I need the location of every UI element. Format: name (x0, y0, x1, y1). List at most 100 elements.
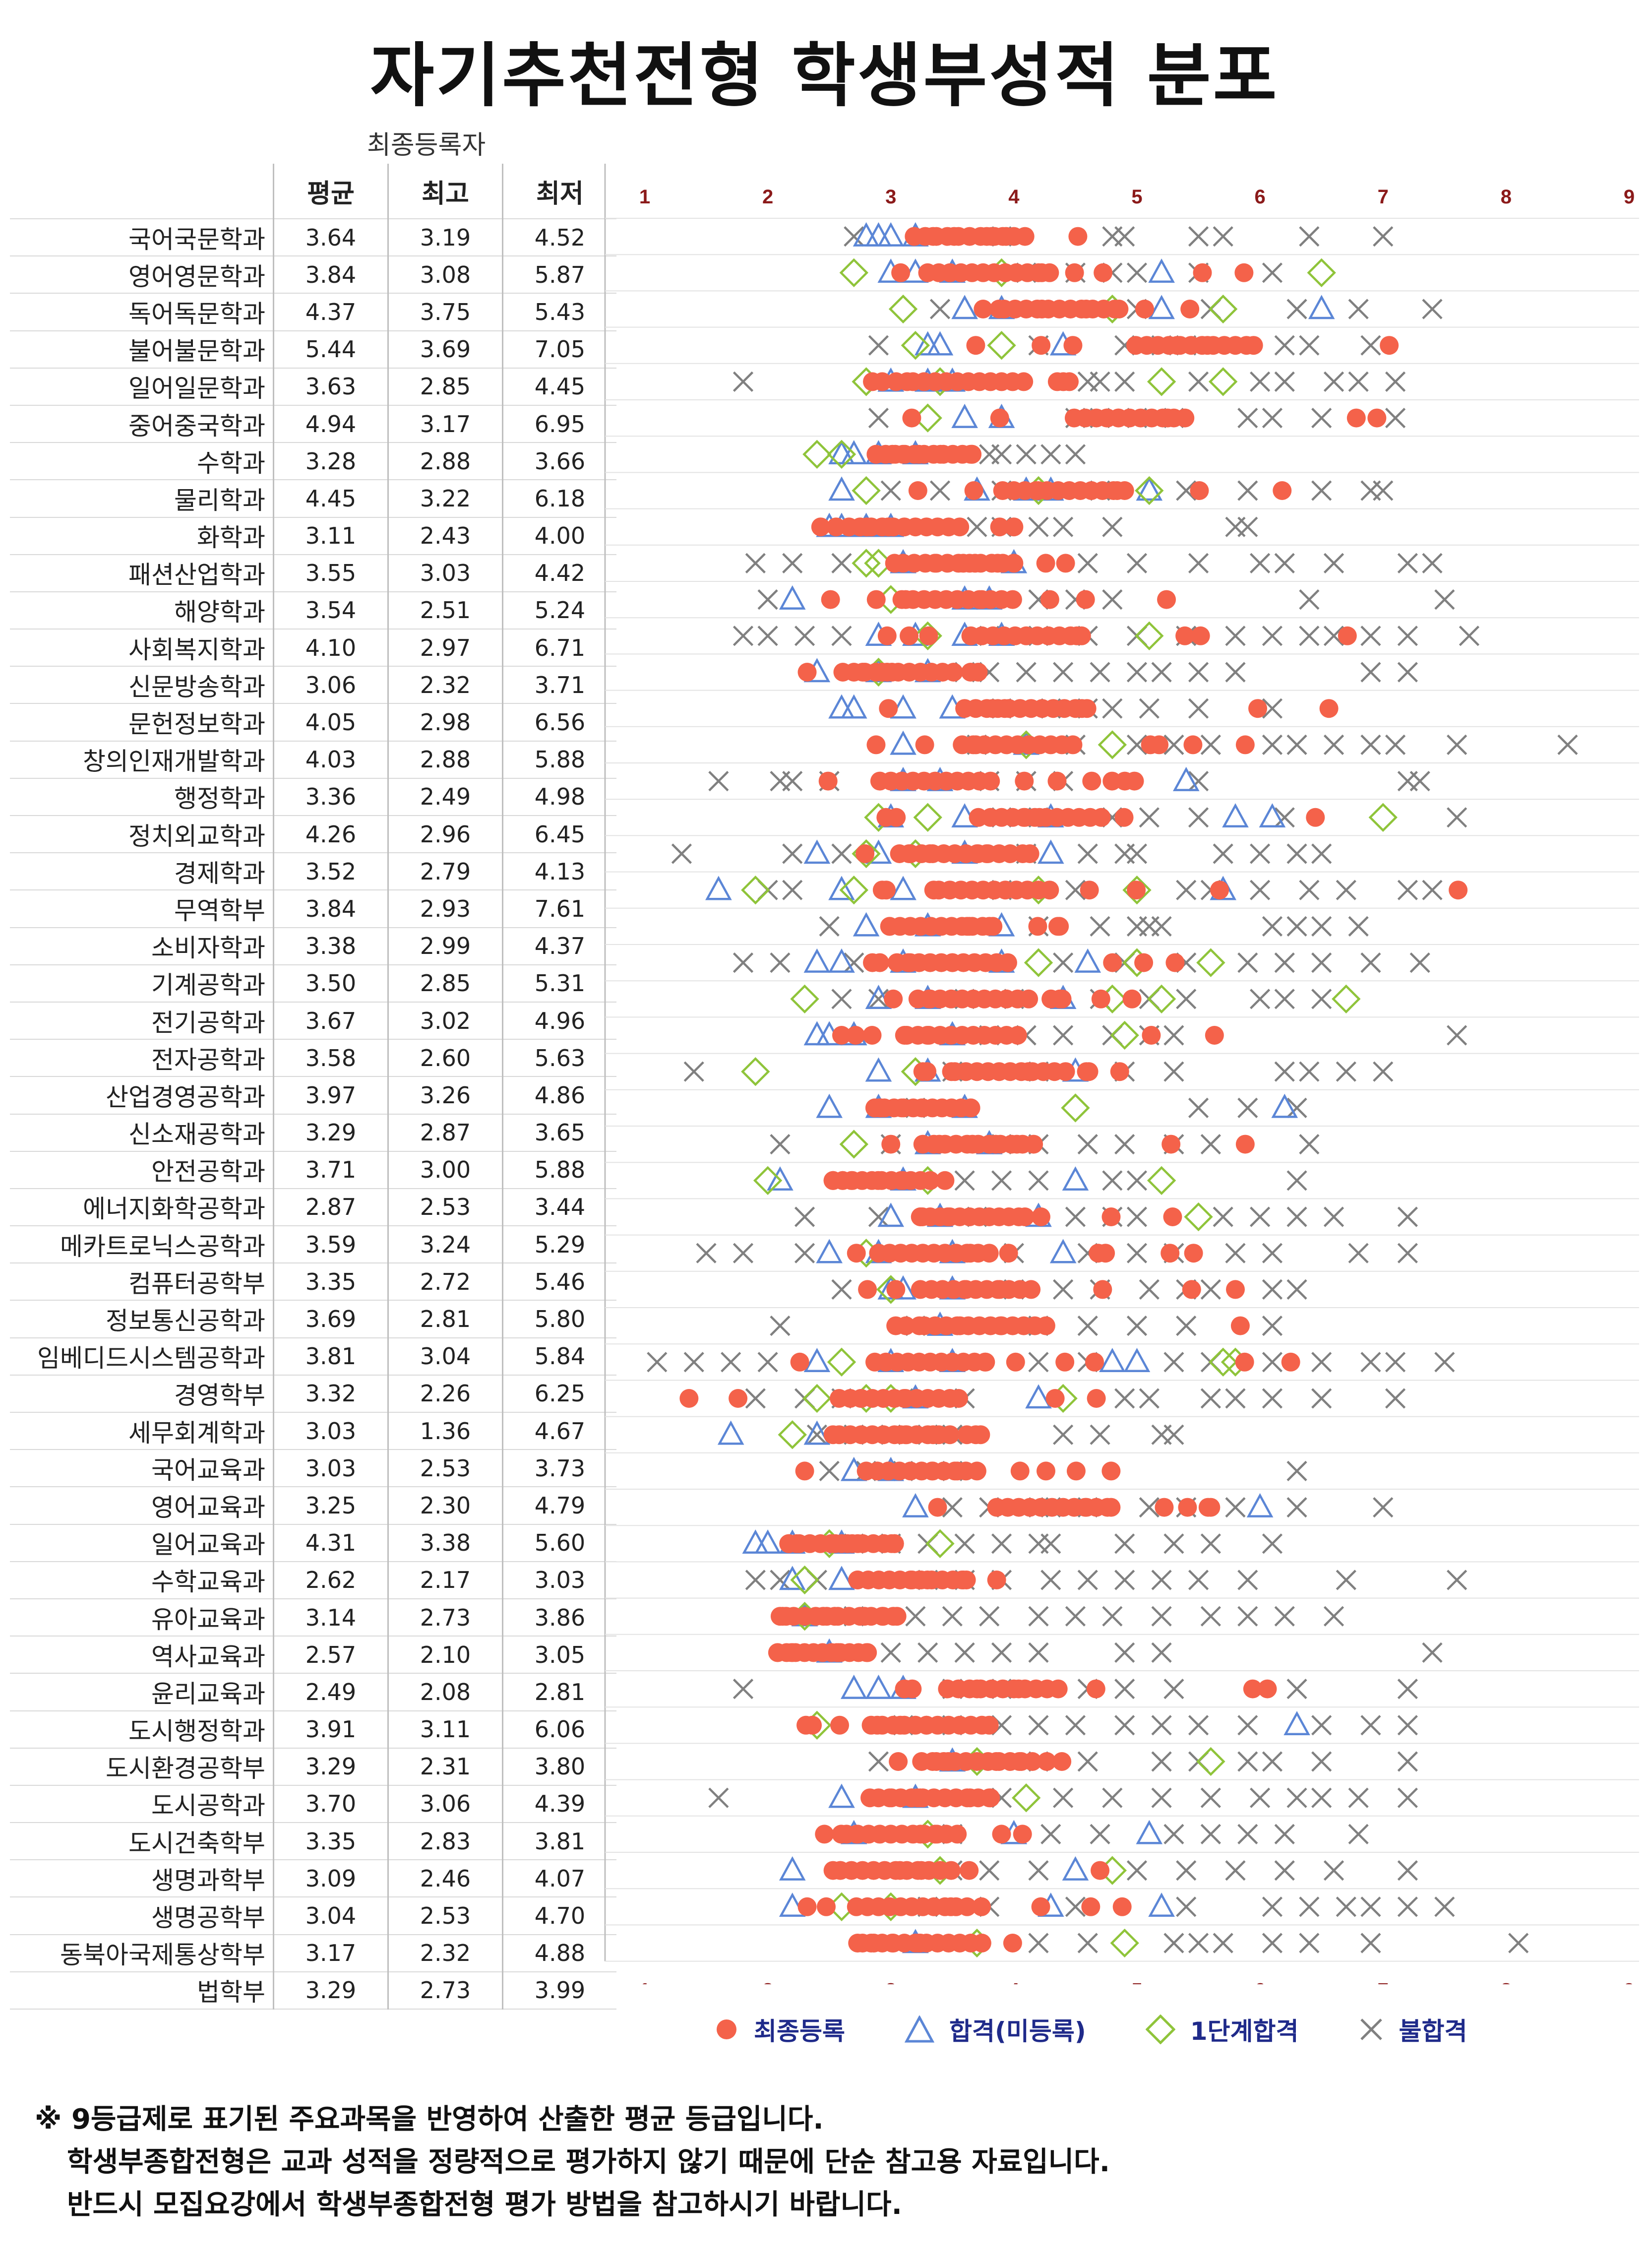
passed-marker (841, 694, 867, 719)
failed-marker (1176, 989, 1197, 1009)
min-value: 4.88 (502, 1934, 616, 1972)
max-value: 2.72 (387, 1262, 503, 1301)
failed-marker (770, 952, 791, 973)
final-marker (1054, 372, 1073, 391)
stage1-marker (1147, 1166, 1176, 1195)
stage1-marker (1024, 948, 1053, 977)
legend-passed-icon (905, 2016, 934, 2043)
failed-marker (1102, 1170, 1123, 1191)
final-marker (1235, 735, 1255, 755)
min-value: 6.18 (502, 479, 616, 517)
failed-marker (1188, 553, 1209, 573)
failed-marker (1237, 408, 1258, 429)
final-marker (1127, 881, 1146, 900)
final-marker (961, 444, 980, 464)
x-tick-label-bottom: 6 (1255, 1980, 1266, 1984)
table-row: 임베디드시스템공학과 3.81 3.04 5.84 (10, 1337, 616, 1375)
passed-marker (816, 1093, 843, 1118)
max-value: 3.03 (387, 554, 503, 592)
final-marker (881, 1134, 901, 1154)
failed-marker (1077, 1134, 1098, 1155)
final-marker (1097, 408, 1116, 428)
final-marker (925, 554, 945, 573)
dept-name: 경영학부 (10, 1374, 274, 1412)
failed-marker (1114, 1570, 1135, 1590)
failed-marker (1262, 1316, 1283, 1336)
final-marker (892, 1098, 912, 1118)
max-value: 2.88 (387, 740, 503, 778)
failed-marker (1114, 1134, 1135, 1155)
failed-marker (991, 1642, 1012, 1663)
final-marker (857, 517, 876, 537)
passed-marker (1271, 1093, 1298, 1118)
min-value: 4.37 (502, 927, 616, 965)
failed-marker (1360, 1352, 1381, 1373)
final-marker (1101, 1498, 1121, 1517)
dept-name: 신소재공학과 (10, 1113, 274, 1151)
failed-marker (1126, 262, 1148, 283)
failed-marker (1434, 1896, 1455, 1917)
max-value: 3.11 (387, 1710, 503, 1748)
failed-marker (782, 553, 803, 573)
failed-marker (1286, 299, 1307, 319)
stage1-marker (741, 876, 770, 905)
col-header-avg: 평균 (273, 164, 388, 219)
final-marker (972, 590, 991, 609)
max-value: 3.00 (387, 1150, 503, 1189)
failed-marker (782, 843, 803, 864)
final-marker (1063, 336, 1083, 355)
final-marker (1047, 771, 1067, 791)
legend-stage1-icon (1145, 2015, 1175, 2044)
final-marker (1032, 263, 1051, 282)
min-value: 3.99 (502, 1971, 616, 2010)
table-row: 윤리교육과 2.49 2.08 2.81 (10, 1673, 616, 1711)
legend-failed-icon (1360, 2018, 1382, 2040)
failed-marker (1385, 1388, 1406, 1409)
failed-marker (1090, 916, 1110, 937)
failed-marker (1090, 1824, 1110, 1844)
final-marker (1081, 1897, 1100, 1916)
final-marker (1258, 1679, 1277, 1699)
max-value: 2.73 (387, 1971, 503, 2010)
stage1-marker (1098, 730, 1127, 759)
table-row: 세무회계학과 3.03 1.36 4.67 (10, 1411, 616, 1450)
final-marker (920, 844, 939, 863)
failed-marker (1348, 916, 1369, 937)
final-marker (811, 517, 830, 537)
final-marker (1007, 1134, 1027, 1154)
col-header-min: 최저 (502, 164, 616, 219)
final-marker (992, 1825, 1011, 1844)
table-row: 패션산업학과 3.55 3.03 4.42 (10, 554, 616, 592)
failed-marker (1434, 589, 1455, 610)
failed-marker (1311, 1352, 1332, 1373)
min-value: 4.42 (502, 554, 616, 592)
failed-marker (1274, 1061, 1295, 1082)
failed-marker (1286, 1497, 1307, 1518)
max-value: 2.73 (387, 1598, 503, 1637)
final-marker (826, 517, 846, 537)
final-marker (870, 953, 889, 972)
avg-value: 2.49 (273, 1673, 388, 1711)
avg-value: 3.69 (273, 1300, 388, 1338)
failed-marker (1447, 807, 1467, 828)
final-marker (1013, 844, 1033, 863)
final-marker (1380, 336, 1399, 355)
passed-marker (1246, 1493, 1274, 1517)
final-marker (1055, 1352, 1075, 1372)
final-marker (817, 1897, 836, 1916)
failed-marker (1262, 1751, 1283, 1772)
min-value: 3.86 (502, 1598, 616, 1637)
final-marker (929, 1134, 949, 1154)
final-marker (909, 444, 928, 464)
failed-marker (1360, 1715, 1381, 1736)
failed-marker (1237, 1824, 1258, 1844)
failed-marker (1102, 1606, 1123, 1627)
failed-marker (1188, 662, 1209, 683)
passed-marker (865, 1674, 892, 1699)
final-marker (1080, 881, 1099, 900)
final-marker (1036, 1461, 1055, 1481)
final-marker (848, 1534, 867, 1553)
avg-value: 3.70 (273, 1784, 388, 1823)
final-marker (877, 881, 896, 900)
final-marker (986, 1752, 1006, 1771)
